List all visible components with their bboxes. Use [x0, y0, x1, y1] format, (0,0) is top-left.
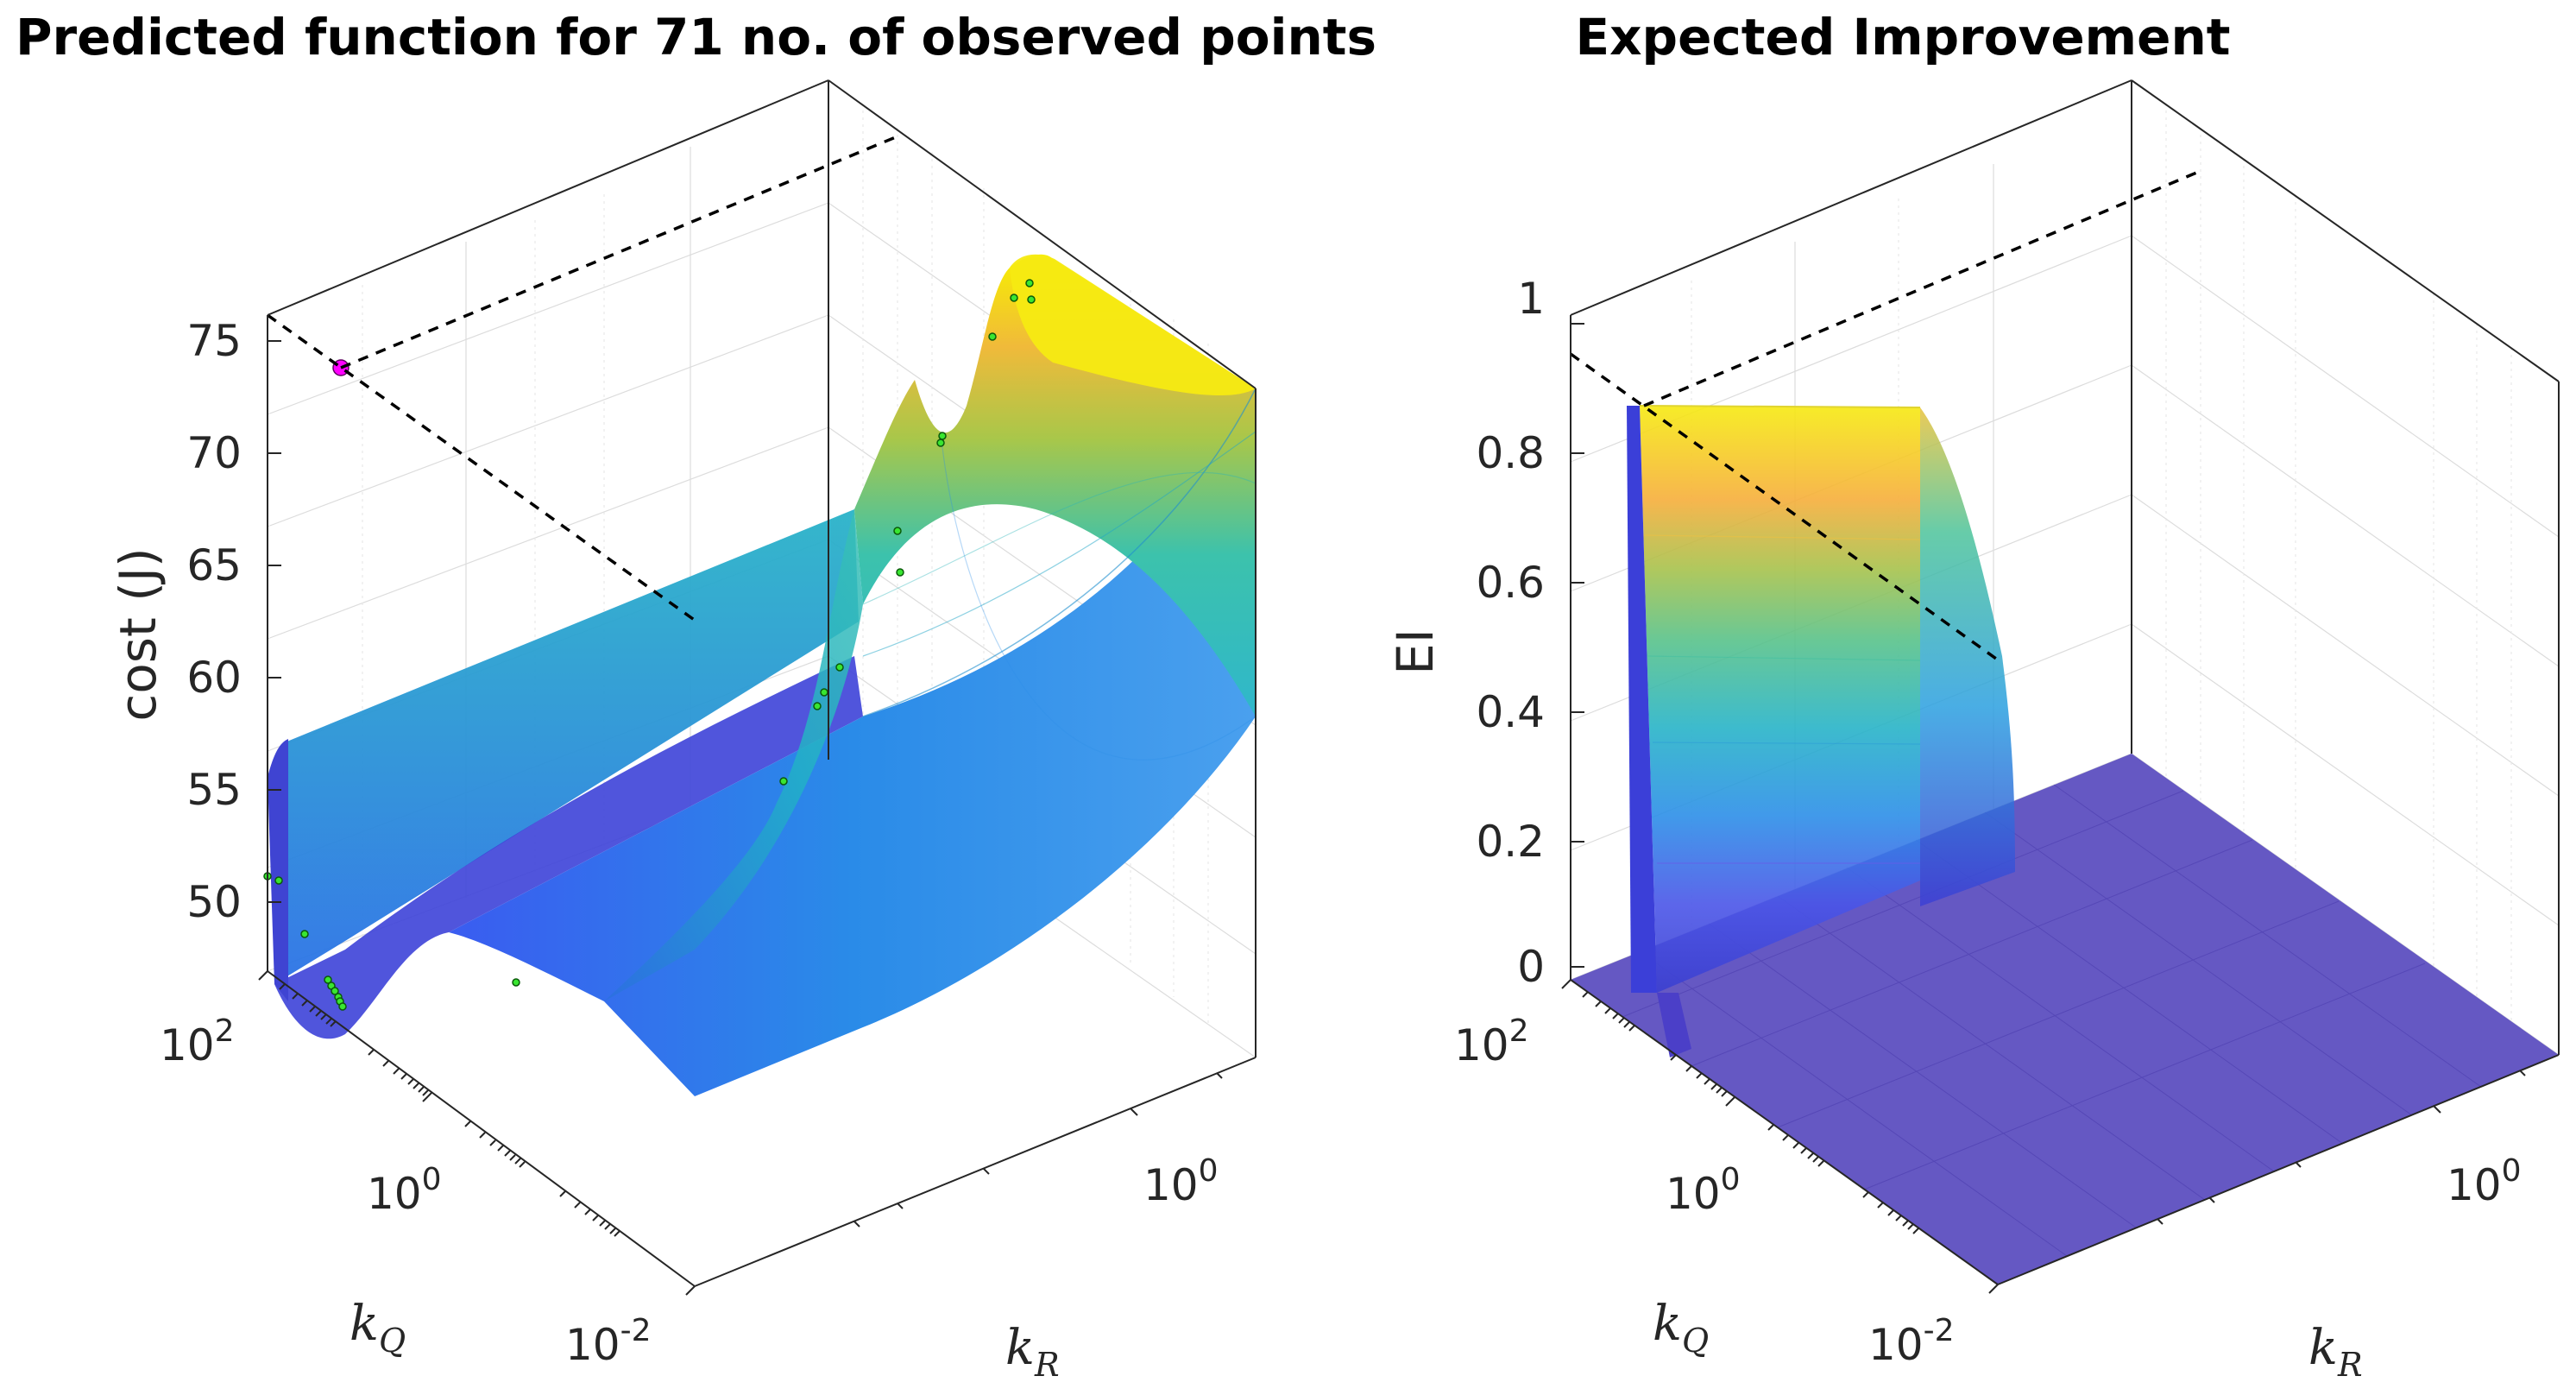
observed-point — [324, 975, 332, 984]
observed-point — [1027, 295, 1036, 304]
right-axes-box — [1570, 79, 2560, 1285]
right-z-tick-label: 0.2 — [1476, 817, 1545, 867]
observed-point — [338, 1002, 347, 1011]
left-z-tick-label: 60 — [186, 653, 242, 703]
right-kr-label: kR — [2308, 1320, 2363, 1384]
observed-point — [835, 663, 844, 672]
right-z-tick-label: 0.8 — [1476, 428, 1545, 478]
observed-point — [331, 987, 339, 995]
observed-point — [938, 432, 947, 440]
left-kq-tick-label: 102 — [160, 1013, 235, 1070]
left-z-tick-label: 75 — [186, 316, 242, 366]
observed-point — [779, 777, 788, 786]
right-kr-tick-label: 100 — [2447, 1153, 2522, 1210]
left-kr-tick-label: 100 — [1143, 1153, 1219, 1210]
observed-point — [896, 568, 904, 577]
right-z-tick-label: 1 — [1517, 274, 1545, 324]
observed-point — [274, 876, 283, 885]
left-plot: Predicted function for 71 no. of observe… — [16, 8, 1376, 1384]
left-z-label: cost (J) — [109, 547, 167, 721]
observed-point — [988, 332, 997, 341]
left-title: Predicted function for 71 no. of observe… — [16, 8, 1376, 66]
observed-point — [893, 527, 902, 535]
left-projection-lines — [266, 135, 898, 625]
left-z-tick-label: 55 — [186, 765, 242, 815]
right-kq-axis — [1561, 979, 1999, 1294]
right-z-tick-label: 0 — [1517, 942, 1545, 992]
right-z-tick-label: 0.4 — [1476, 687, 1545, 737]
left-z-axis: 50 55 60 65 70 75 cost (J) — [109, 316, 281, 927]
observed-point — [300, 930, 309, 938]
left-axes-box — [267, 79, 1257, 1287]
right-z-axis: 0 0.2 0.4 0.6 0.8 1 EI — [1386, 274, 1584, 992]
left-kq-tick-label: 100 — [367, 1162, 442, 1219]
right-z-tick-label: 0.6 — [1476, 558, 1545, 608]
right-kq-tick-label: 102 — [1454, 1013, 1529, 1070]
observed-point — [936, 439, 945, 447]
left-kq-tick-label: 10-2 — [565, 1313, 652, 1370]
observed-point — [1025, 279, 1034, 287]
right-kq-tick-label: 10-2 — [1868, 1313, 1955, 1370]
observed-point — [512, 978, 520, 987]
left-z-tick-label: 70 — [186, 428, 242, 478]
observed-point — [820, 688, 828, 697]
left-kq-axis — [258, 970, 696, 1296]
left-observed-points — [263, 279, 1036, 1011]
observed-point — [1010, 294, 1018, 302]
left-z-tick-label: 50 — [186, 877, 242, 927]
right-title: Expected Improvement — [1576, 8, 2231, 66]
right-kr-axis — [2157, 1070, 2526, 1225]
right-z-label: EI — [1386, 628, 1445, 675]
left-kr-label: kR — [1005, 1320, 1060, 1384]
right-projection-lines — [1569, 169, 2201, 665]
right-plot: Expected Improvement — [1386, 8, 2560, 1384]
right-kq-tick-label: 100 — [1666, 1162, 1741, 1219]
observed-point — [813, 702, 822, 710]
left-kr-axis — [853, 1072, 1223, 1228]
left-kq-label: kQ — [350, 1296, 406, 1360]
left-z-tick-label: 65 — [186, 540, 242, 590]
left-surface — [268, 254, 1257, 1096]
right-kq-label: kQ — [1653, 1296, 1709, 1360]
